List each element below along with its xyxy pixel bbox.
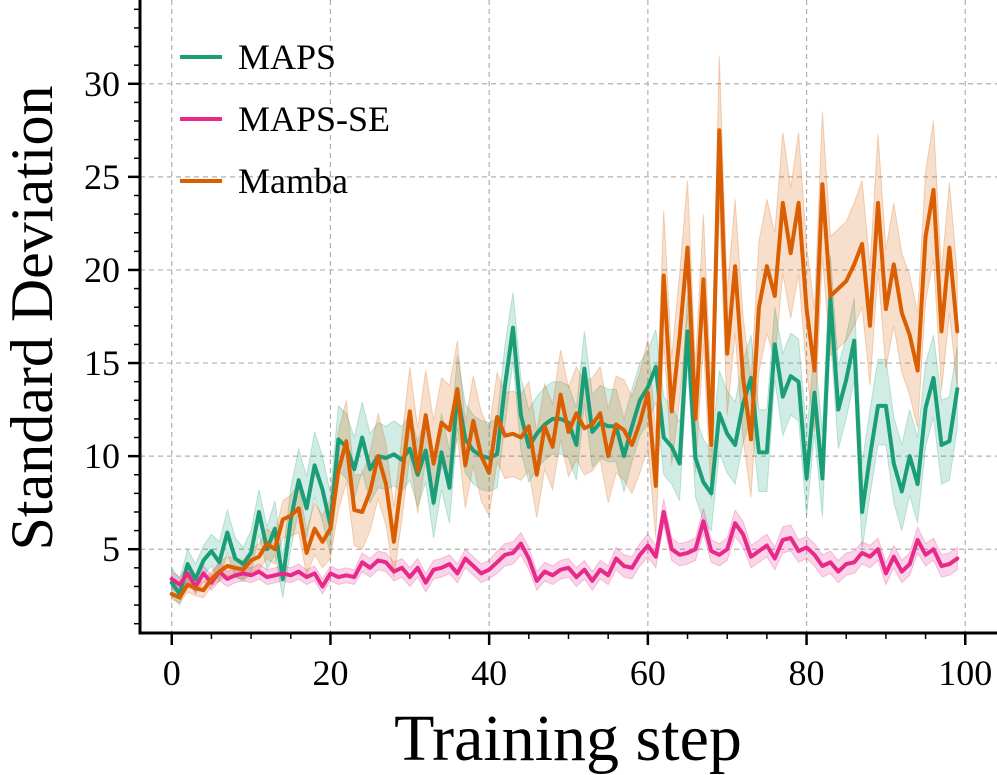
- x-tick-label-5: 100: [938, 653, 992, 693]
- y-tick-label-2: 15: [84, 343, 120, 383]
- mamba-line: [169, 128, 960, 600]
- x-axis-title: Training step: [394, 702, 742, 775]
- y-axis-title: Standard Deviation: [0, 86, 65, 551]
- legend-item-mamba: Mamba: [180, 161, 348, 201]
- legend-label-mamba: Mamba: [238, 161, 348, 201]
- x-tick-label-4: 80: [789, 653, 825, 693]
- y-tick-label-0: 5: [102, 529, 120, 569]
- ticks: 0 20 40 60 80 100 5 10 15 20 25 30: [84, 8, 992, 693]
- x-tick-label-2: 40: [471, 653, 507, 693]
- legend-label-maps-se: MAPS-SE: [238, 99, 390, 139]
- legend: MAPS MAPS-SE Mamba: [180, 37, 390, 201]
- x-tick-label-1: 20: [312, 653, 348, 693]
- y-tick-label-1: 10: [84, 436, 120, 476]
- legend-item-maps: MAPS: [180, 37, 336, 77]
- legend-label-maps: MAPS: [238, 37, 336, 77]
- y-tick-label-5: 30: [84, 64, 120, 104]
- maps-se-line: [169, 510, 960, 589]
- maps-se-band: [171, 498, 958, 595]
- grid: [140, 0, 997, 633]
- y-tick-label-4: 25: [84, 157, 120, 197]
- x-tick-label-0: 0: [163, 653, 181, 693]
- x-tick-label-3: 60: [630, 653, 666, 693]
- series-lines: [169, 128, 960, 600]
- y-tick-label-3: 20: [84, 250, 120, 290]
- legend-item-maps-se: MAPS-SE: [180, 99, 390, 139]
